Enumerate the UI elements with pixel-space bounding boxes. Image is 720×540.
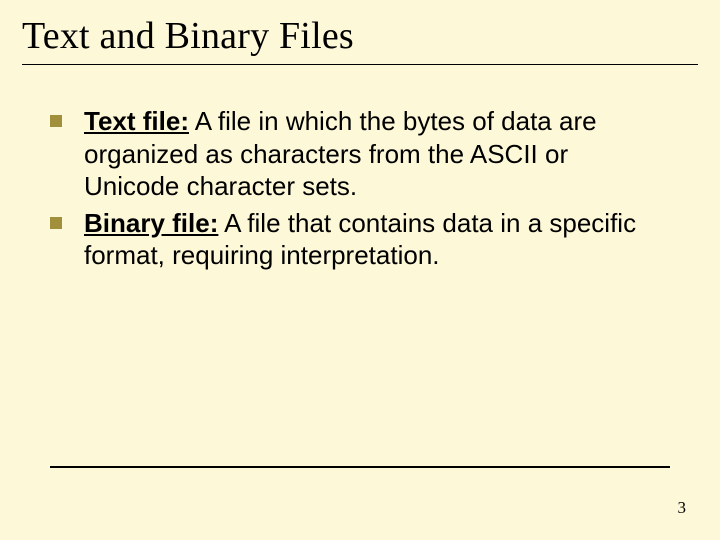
list-item: Text file: A file in which the bytes of … bbox=[50, 105, 670, 203]
term-label: Binary file: bbox=[84, 208, 218, 238]
slide-title: Text and Binary Files bbox=[0, 0, 720, 64]
bullet-text: Binary file: A file that contains data i… bbox=[84, 207, 670, 272]
list-item: Binary file: A file that contains data i… bbox=[50, 207, 670, 272]
square-bullet-icon bbox=[50, 115, 62, 127]
slide: Text and Binary Files Text file: A file … bbox=[0, 0, 720, 540]
bottom-rule bbox=[50, 466, 670, 468]
page-number: 3 bbox=[678, 498, 687, 518]
term-label: Text file: bbox=[84, 106, 189, 136]
slide-content: Text file: A file in which the bytes of … bbox=[0, 65, 720, 272]
bullet-text: Text file: A file in which the bytes of … bbox=[84, 105, 670, 203]
square-bullet-icon bbox=[50, 217, 62, 229]
